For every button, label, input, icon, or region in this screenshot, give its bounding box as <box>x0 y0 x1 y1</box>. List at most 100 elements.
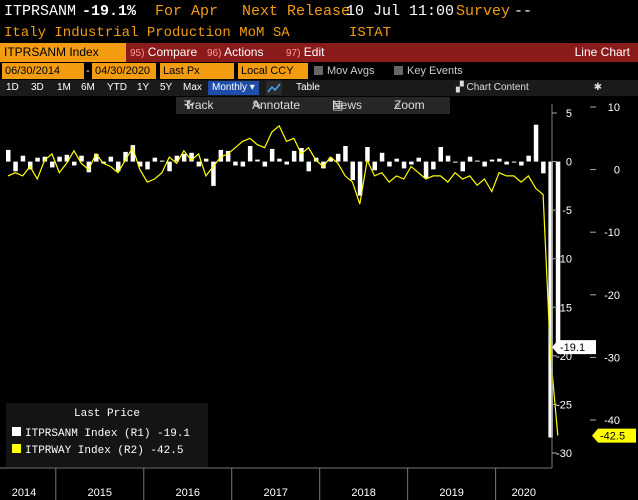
bar-38 <box>284 161 289 165</box>
bar-20 <box>152 157 158 162</box>
period-5y[interactable]: 5Y <box>160 82 173 93</box>
y2-tick-4: -30 <box>604 352 620 364</box>
edit-button[interactable]: 97) Edit <box>286 43 324 63</box>
x-axis: 2014 2015 2016 2017 2018 2019 2020 <box>0 467 552 500</box>
bar-31 <box>233 161 238 166</box>
bar-4 <box>35 157 40 162</box>
bar-28 <box>211 161 216 186</box>
bar-24 <box>181 153 187 162</box>
bar-3 <box>28 161 33 170</box>
y-axes: 50-5-10-15-20-25-30100-10-20-30-40-19.1-… <box>551 102 636 468</box>
next-release-value: 10 Jul 11:00 <box>346 3 455 20</box>
y2-tick-5: -40 <box>604 415 620 427</box>
zoom-label: Zoom <box>394 98 425 112</box>
period-label: For Apr <box>155 3 219 20</box>
currency-select[interactable]: Local CCY <box>238 63 308 79</box>
bar-70 <box>519 161 524 166</box>
bar-25 <box>189 152 194 162</box>
pencil-icon: ✎ <box>252 98 263 112</box>
bar-41 <box>306 161 311 172</box>
key-events-toggle[interactable]: Key Events <box>394 63 463 79</box>
bar-65 <box>482 161 487 167</box>
period-1y[interactable]: 1Y <box>137 82 150 93</box>
frequency-select[interactable]: Monthly ▾ <box>208 81 259 95</box>
bar-46 <box>343 146 348 162</box>
bar-63 <box>467 156 473 162</box>
source-label: ISTAT <box>349 25 392 41</box>
actions-button[interactable]: 96) Actions <box>207 43 263 63</box>
x-tick-2020: 2020 <box>512 487 536 499</box>
bar-64 <box>475 160 480 162</box>
x-tick-2018: 2018 <box>351 487 375 499</box>
period-6m[interactable]: 6M <box>81 82 95 93</box>
chart-content-icon: ▞ <box>456 82 464 93</box>
bar-73 <box>541 161 546 174</box>
news-label: News <box>332 98 363 112</box>
y2-tick-0: 10 <box>608 102 620 114</box>
chart-type-label[interactable]: Line Chart <box>574 45 630 59</box>
bar-69 <box>511 161 517 163</box>
bar-16 <box>123 151 128 162</box>
security-description: Italy Industrial Production MoM SA <box>4 25 290 41</box>
mov-avgs-label: Mov Avgs <box>327 65 375 77</box>
legend-item-bar: ITPRSANM Index (R1) -19.1 <box>12 427 190 440</box>
bar-53 <box>394 158 399 162</box>
legend-label-bar: ITPRSANM Index (R1) -19.1 <box>25 428 191 440</box>
bar-54 <box>401 161 407 169</box>
bar-39 <box>291 150 297 162</box>
bar-21 <box>159 160 165 162</box>
mov-avgs-checkbox-icon <box>314 66 323 75</box>
y1-tick-1: 0 <box>566 157 572 169</box>
y1-tick-7: -30 <box>556 448 572 460</box>
line-chart-icon[interactable] <box>266 81 282 95</box>
edit-num: 97) <box>286 48 301 59</box>
period-ytd[interactable]: YTD <box>107 82 127 93</box>
bar-52 <box>387 161 392 167</box>
security-header: ITPRSANM -19.1% For Apr Next Release 10 J… <box>0 0 638 24</box>
price-field-select[interactable]: Last Px <box>160 63 234 79</box>
bar-37 <box>277 158 282 162</box>
bar-35 <box>262 161 268 167</box>
last-value-r2-badge <box>592 428 636 443</box>
period-1m[interactable]: 1M <box>57 82 71 93</box>
end-date-field[interactable]: 04/30/2020 <box>92 63 156 79</box>
chart-tools: ✛ Track ✎ Annotate ▤ News ⌕ Zoom <box>176 97 450 114</box>
survey-value: -- <box>514 3 533 20</box>
crosshair-icon: ✛ <box>184 98 195 112</box>
compare-button[interactable]: 95) Compare <box>130 43 197 63</box>
bar-68 <box>504 161 509 165</box>
start-date-field[interactable]: 06/30/2014 <box>2 63 84 79</box>
bar-12 <box>94 153 99 162</box>
last-value-r1-badge <box>552 340 596 355</box>
period-max[interactable]: Max <box>183 82 202 93</box>
bar-36 <box>269 148 275 162</box>
bar-19 <box>145 161 150 170</box>
bar-66 <box>489 159 495 162</box>
bar-45 <box>335 153 341 162</box>
period-3d[interactable]: 3D <box>31 82 44 93</box>
bar-26 <box>196 161 202 167</box>
legend-item-line: ITPRWAY Index (R2) -42.5 <box>12 444 183 457</box>
mov-avgs-toggle[interactable]: Mov Avgs <box>314 63 375 79</box>
bar-51 <box>379 152 385 162</box>
bar-33 <box>247 146 253 162</box>
bar-15 <box>116 161 121 172</box>
bar-5 <box>42 156 48 162</box>
period-row: 1D 3D 1M 6M YTD 1Y 5Y Max Monthly ▾ Tabl… <box>0 80 638 96</box>
bar-61 <box>453 161 458 163</box>
bar-10 <box>79 155 84 162</box>
line-path <box>7 124 559 436</box>
annotate-label: Annotate <box>252 98 301 112</box>
bar-34 <box>255 159 260 162</box>
table-button[interactable]: Table <box>296 82 320 93</box>
period-1d[interactable]: 1D <box>6 82 19 93</box>
gear-icon[interactable]: ✱ <box>593 82 602 93</box>
compare-num: 95) <box>130 48 145 59</box>
index-field[interactable]: ITPRSANM Index <box>0 43 126 62</box>
chart-content-button[interactable]: ▞ Chart Content <box>456 80 529 96</box>
y1-tick-2: -5 <box>562 205 572 217</box>
bar-60 <box>445 155 451 162</box>
bar-18 <box>137 161 143 167</box>
ticker: ITPRSANM <box>4 3 77 20</box>
